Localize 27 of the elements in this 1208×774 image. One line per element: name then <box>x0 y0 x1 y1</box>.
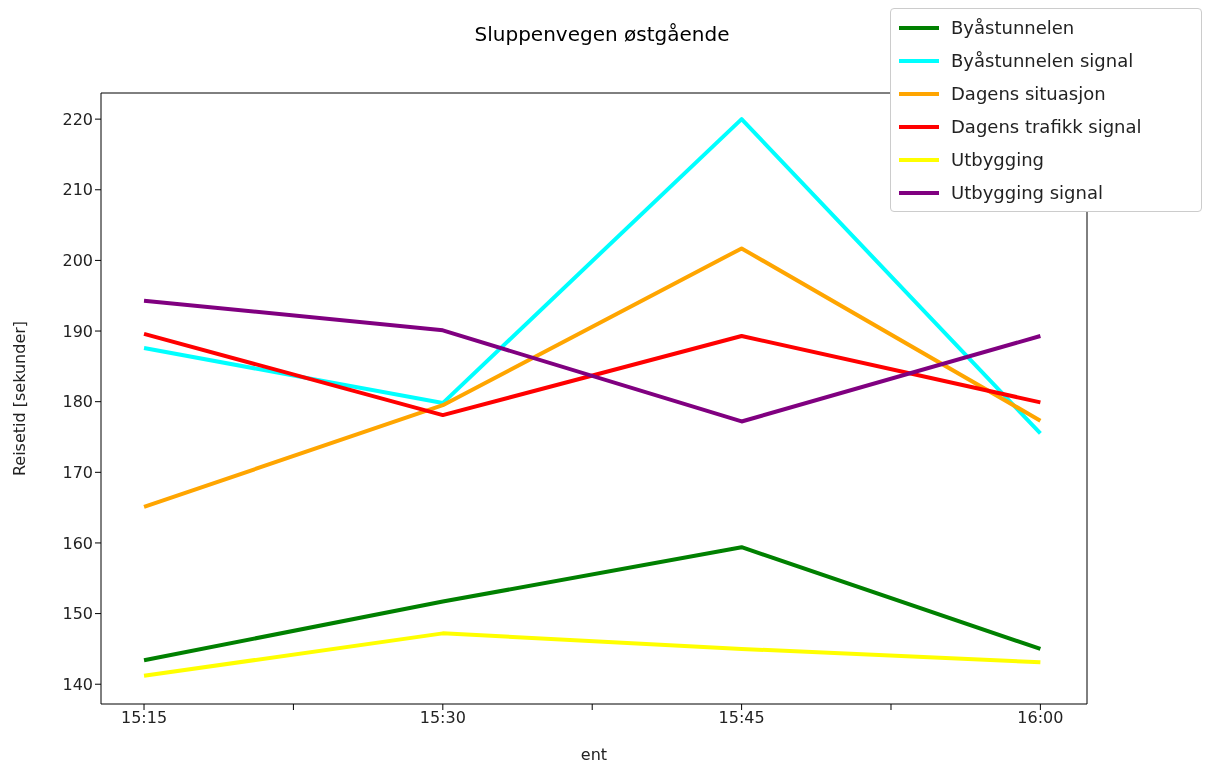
line-series <box>142 298 1043 424</box>
y-tick-label: 220 <box>62 109 93 129</box>
line-series <box>142 545 1043 663</box>
legend-label: Dagens situasjon <box>951 82 1106 106</box>
legend-label: Utbygging signal <box>951 181 1103 205</box>
y-axis-title: Reisetid [sekunder] <box>9 320 29 477</box>
line-series <box>142 246 1043 509</box>
x-tick-label: 15:15 <box>120 708 168 728</box>
line-series <box>142 631 1043 678</box>
x-tick-label: 16:00 <box>1017 708 1064 728</box>
y-tick-label: 160 <box>62 533 93 553</box>
x-axis-title: ent <box>580 745 608 764</box>
y-tick-label: 180 <box>62 392 93 412</box>
y-tick-label: 140 <box>62 674 93 694</box>
y-tick-label: 200 <box>62 251 93 271</box>
x-tick-label: 15:30 <box>419 708 466 728</box>
chart-title: Sluppenvegen østgående <box>474 22 730 46</box>
y-tick-label: 150 <box>62 604 93 624</box>
x-tick-label: 15:45 <box>718 708 765 728</box>
legend-label: Dagens trafikk signal <box>951 115 1142 139</box>
y-tick-label: 190 <box>62 321 93 341</box>
line-series <box>142 331 1043 418</box>
legend-label: Byåstunnelen <box>951 16 1075 40</box>
y-tick-label: 210 <box>62 180 93 200</box>
legend-label: Byåstunnelen signal <box>951 49 1134 73</box>
legend-label: Utbygging <box>951 148 1044 172</box>
y-tick-label: 170 <box>62 462 93 482</box>
